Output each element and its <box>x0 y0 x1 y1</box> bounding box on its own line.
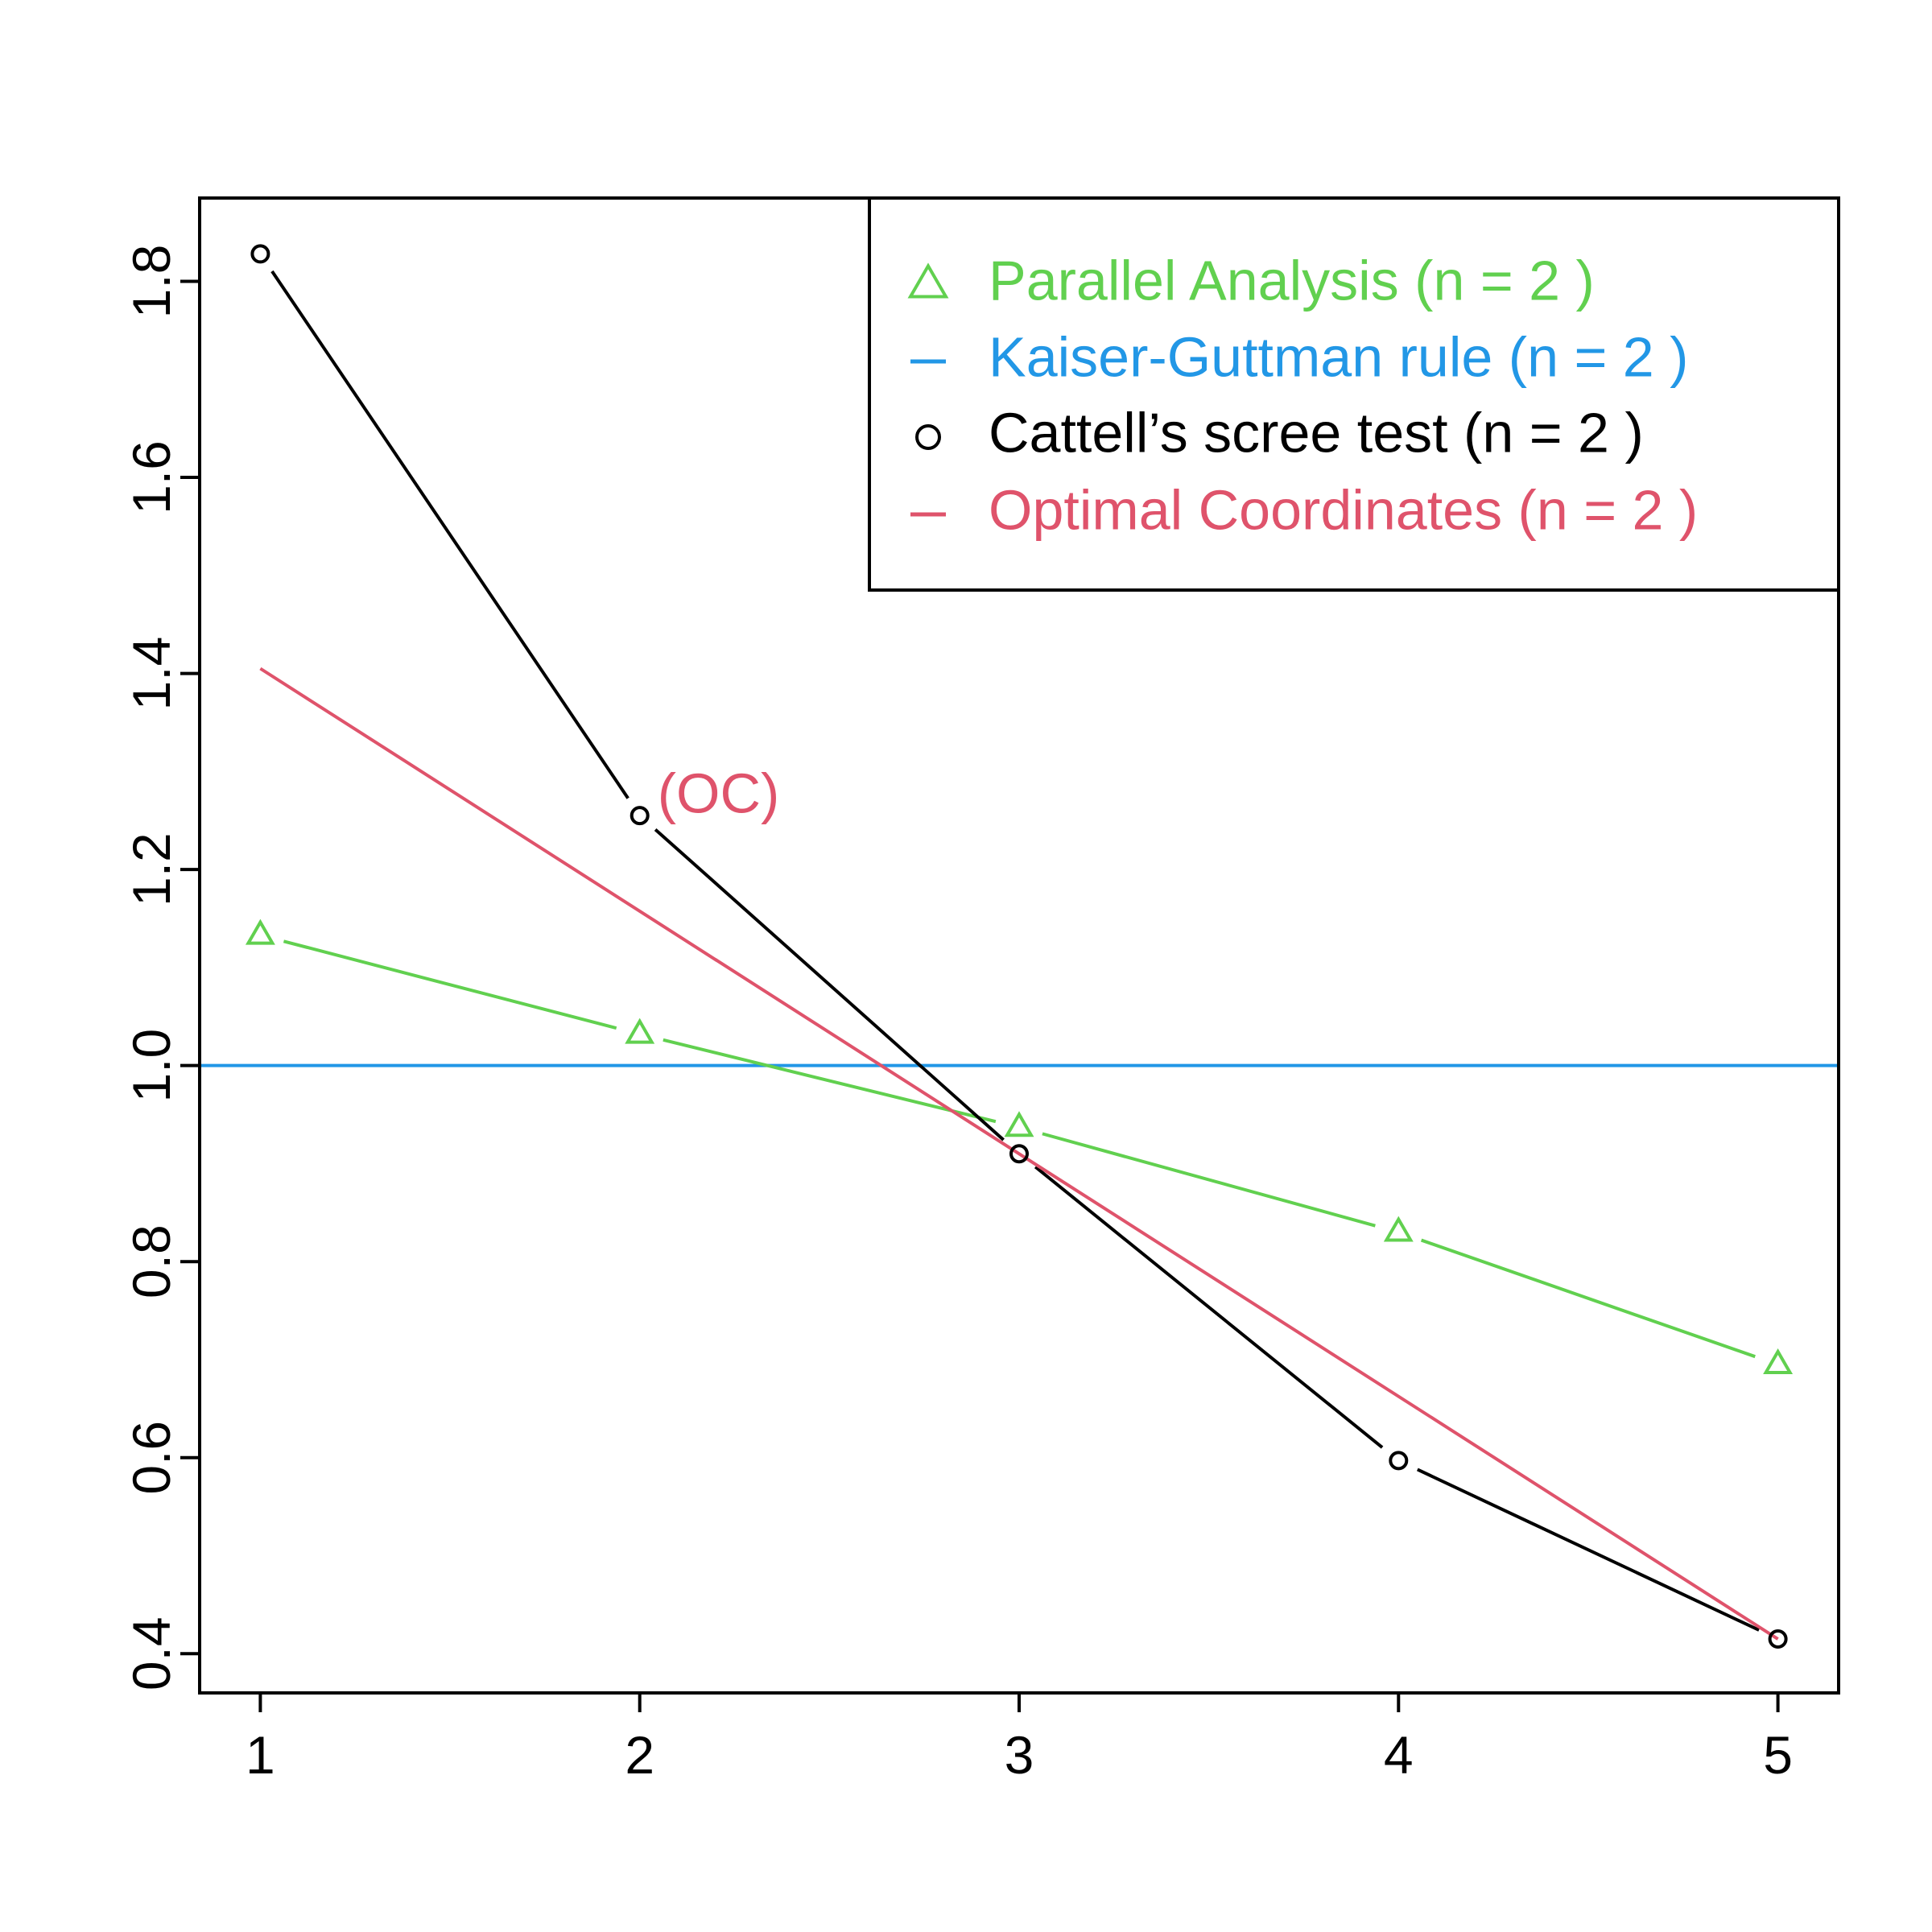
parallel-point <box>245 919 275 945</box>
cattell-series-segment <box>654 828 1005 1141</box>
x-tick-label: 3 <box>1005 1725 1034 1785</box>
cattell-series-segment <box>1034 1166 1384 1449</box>
parallel-legend-label: Parallel Analysis (n = 2 ) <box>989 249 1595 312</box>
parallel-legend-key <box>907 262 949 299</box>
x-tick-label: 1 <box>246 1725 275 1785</box>
oc-annotation: (OC) <box>658 762 780 825</box>
y-tick-label: 1.0 <box>122 1029 181 1103</box>
parallel-series-segment <box>1420 1238 1756 1359</box>
oc-series-line <box>259 667 1779 1641</box>
cattell-point <box>1009 1144 1029 1164</box>
x-axis: 1 2 3 4 5 <box>246 1691 1793 1785</box>
cattell-series-segment <box>1416 1468 1760 1632</box>
cattell-series-segment <box>270 270 630 799</box>
parallel-point <box>1763 1348 1794 1374</box>
plot-markers <box>245 244 1794 1649</box>
y-tick-label: 1.4 <box>122 637 181 711</box>
cattell-point <box>630 806 650 826</box>
plot-frame <box>198 196 1840 1695</box>
legend: Parallel Analysis (n = 2 ) Kaiser-Guttman… <box>868 196 1840 592</box>
cattell-legend-key <box>915 424 941 450</box>
y-tick-label: 0.6 <box>122 1421 181 1495</box>
legend-box <box>868 196 1840 592</box>
oc-legend-label: Optimal Coordinates (n = 2 ) <box>989 478 1698 541</box>
x-tick-label: 2 <box>625 1725 654 1785</box>
parallel-point <box>625 1018 655 1044</box>
y-tick-label: 0.8 <box>122 1224 181 1298</box>
cattell-point <box>1389 1451 1409 1471</box>
y-axis: 0.4 0.6 0.8 1.0 1.2 1.4 1.6 1.8 <box>122 245 201 1690</box>
y-tick-label: 1.8 <box>122 245 181 319</box>
y-tick-label: 1.2 <box>122 832 181 906</box>
parallel-series-segment <box>663 1038 997 1124</box>
parallel-point <box>1383 1216 1414 1242</box>
cattell-point <box>1768 1629 1788 1649</box>
parallel-series-segment <box>1042 1132 1376 1228</box>
y-tick-label: 1.6 <box>122 440 181 514</box>
cattell-point <box>250 244 270 264</box>
y-tick-label: 0.4 <box>122 1616 181 1690</box>
plot-lines <box>200 270 1839 1641</box>
kaiser-legend-label: Kaiser-Guttman rule (n = 2 ) <box>989 325 1689 388</box>
annotations: (OC) <box>658 762 780 825</box>
x-tick-label: 4 <box>1384 1725 1414 1785</box>
x-tick-label: 5 <box>1763 1725 1793 1785</box>
parallel-point <box>1004 1111 1034 1137</box>
parallel-series-segment <box>283 939 617 1030</box>
cattell-legend-label: Cattell’s scree test (n = 2 ) <box>989 401 1644 464</box>
